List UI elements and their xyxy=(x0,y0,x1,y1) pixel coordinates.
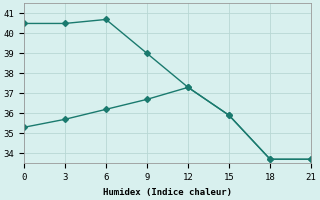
X-axis label: Humidex (Indice chaleur): Humidex (Indice chaleur) xyxy=(103,188,232,197)
